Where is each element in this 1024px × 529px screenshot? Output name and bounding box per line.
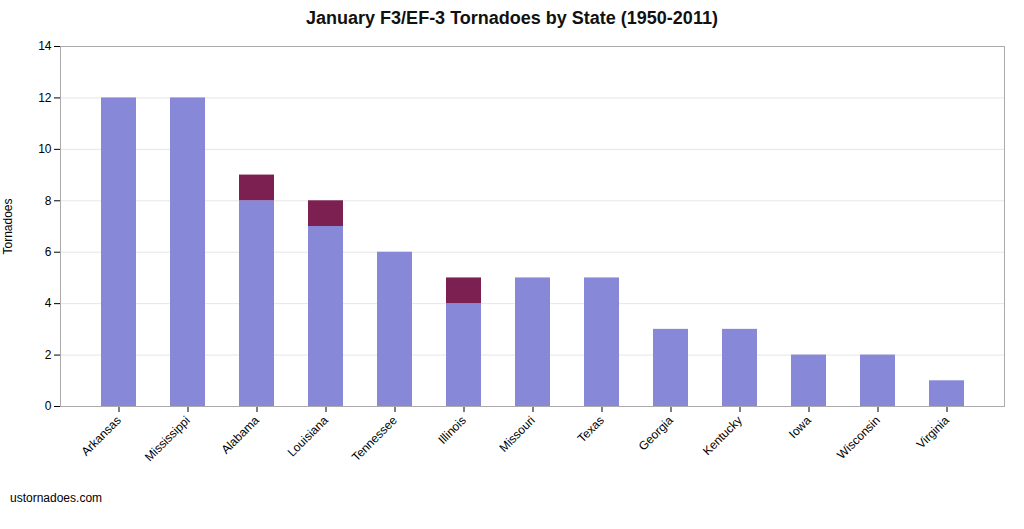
html-text:January F3/EF-3 Tornadoes by S: January F3/EF-3 Tornadoes by State (1950…	[306, 8, 718, 28]
svg-text:Texas: Texas	[575, 413, 607, 445]
svg-text:12: 12	[38, 91, 52, 105]
svg-text:Virginia: Virginia	[914, 413, 952, 451]
svg-text:4: 4	[45, 296, 52, 310]
svg-text:Wisconsin: Wisconsin	[834, 413, 883, 462]
svg-text:Alabama: Alabama	[218, 413, 262, 457]
svg-text:10: 10	[38, 142, 52, 156]
svg-text:Iowa: Iowa	[786, 413, 814, 441]
svg-text:Tornadoes: Tornadoes	[1, 198, 15, 254]
svg-text:0: 0	[45, 399, 52, 413]
svg-text:Illinois: Illinois	[435, 413, 468, 446]
svg-text:2: 2	[45, 348, 52, 362]
svg-text:Tennessee: Tennessee	[349, 413, 400, 464]
svg-text:Arkansas: Arkansas	[79, 413, 124, 458]
svg-text:Georgia: Georgia	[636, 413, 676, 453]
svg-text:14: 14	[38, 39, 52, 53]
html-text:ustornadoes.com: ustornadoes.com	[10, 491, 103, 505]
svg-text:6: 6	[45, 245, 52, 259]
svg-text:Louisiana: Louisiana	[285, 413, 331, 459]
svg-text:Kentucky: Kentucky	[700, 413, 745, 458]
svg-text:Missouri: Missouri	[496, 413, 537, 454]
svg-text:Mississippi: Mississippi	[142, 413, 193, 464]
svg-text:8: 8	[45, 194, 52, 208]
